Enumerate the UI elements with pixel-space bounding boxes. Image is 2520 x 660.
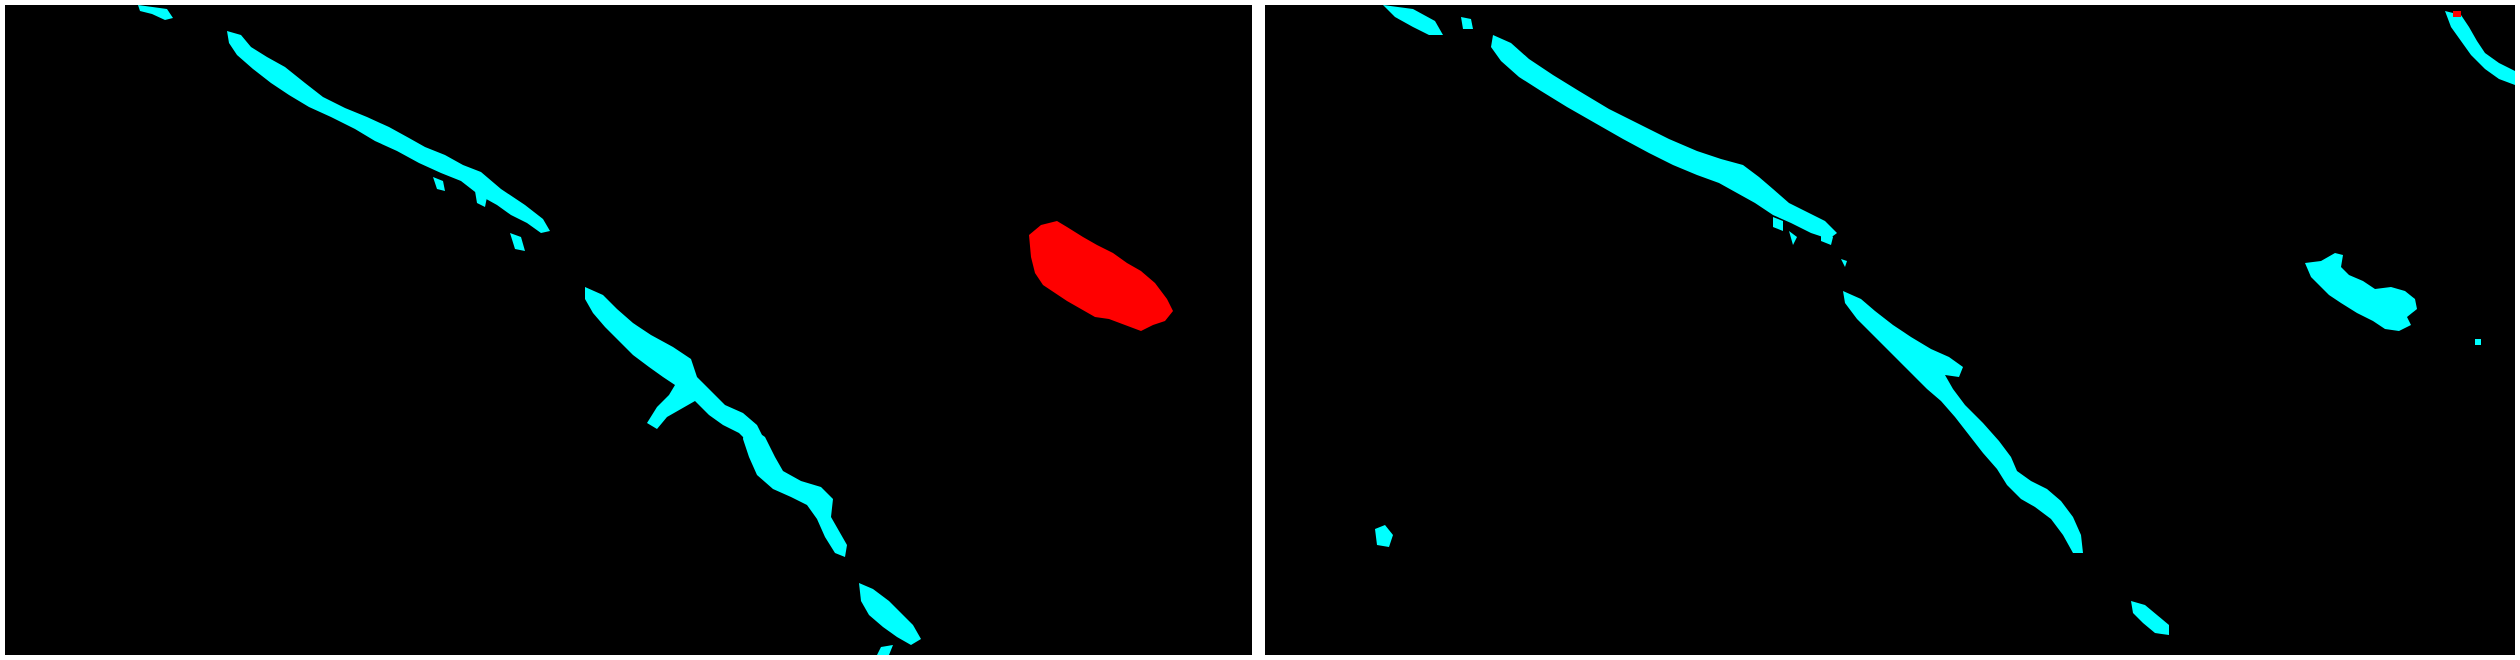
cyan-speck [2475, 339, 2481, 345]
cyan-segment [227, 31, 550, 233]
left-mask-canvas [138, 5, 1173, 655]
cyan-blob [2305, 253, 2417, 331]
cyan-segment [859, 583, 921, 645]
cyan-speck [510, 233, 525, 251]
right-mask-panel [1265, 5, 2515, 655]
cyan-speck [877, 645, 893, 655]
red-blob [1029, 221, 1173, 331]
cyan-speck [1789, 231, 1797, 245]
cyan-speck [1461, 17, 1473, 29]
cyan-segment [1383, 5, 1443, 35]
cyan-segment [743, 423, 847, 557]
cyan-segment [1491, 35, 1837, 239]
cyan-speck [1821, 227, 1833, 245]
cyan-segment [138, 5, 173, 20]
cyan-speck [1773, 217, 1783, 231]
cyan-segment [585, 287, 765, 451]
cyan-speck [475, 191, 487, 207]
right-mask-canvas [1375, 5, 2515, 635]
cyan-segment [2445, 11, 2515, 85]
cyan-speck [1375, 525, 1393, 547]
cyan-speck [433, 177, 445, 191]
left-mask-panel [5, 5, 1252, 655]
cyan-speck [1841, 259, 1847, 267]
cyan-segment [2131, 601, 2169, 635]
red-dot [2453, 11, 2461, 17]
cyan-segment [1843, 291, 2083, 553]
